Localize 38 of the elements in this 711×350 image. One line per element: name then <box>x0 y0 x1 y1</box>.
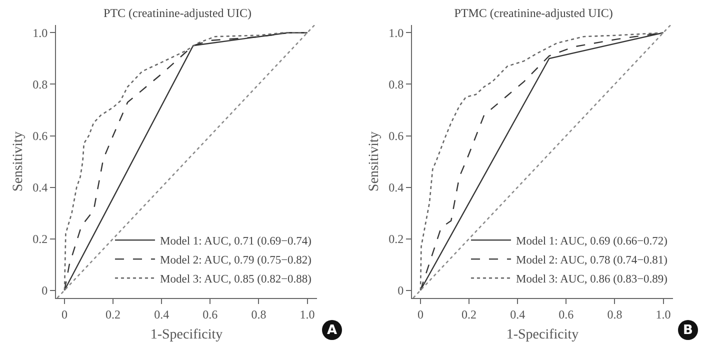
y-tick-label: 0 <box>398 283 404 298</box>
y-tick-label: 0.8 <box>388 77 404 92</box>
legend-label: Model 3: AUC, 0.86 (0.83−0.89) <box>516 274 668 286</box>
y-tick-label: 0 <box>42 283 48 298</box>
x-tick-label: 0.8 <box>607 307 622 322</box>
y-tick-label: 1.0 <box>32 26 48 40</box>
y-tick-label: 1.0 <box>388 26 404 40</box>
x-tick-label: 1.0 <box>656 307 671 322</box>
y-tick-label: 0.4 <box>32 180 48 194</box>
x-tick-label: 0.6 <box>202 307 218 322</box>
x-axis-title: 1-Specificity <box>506 328 579 343</box>
y-tick-label: 0.2 <box>388 232 404 246</box>
x-tick-label: 0 <box>418 307 424 322</box>
x-tick-label: 1.0 <box>300 307 315 322</box>
x-tick-label: 0.4 <box>510 307 526 322</box>
legend-label: Model 2: AUC, 0.79 (0.75−0.82) <box>160 254 312 267</box>
y-tick-label: 0.2 <box>32 232 48 246</box>
x-tick-label: 0.4 <box>154 307 170 322</box>
y-tick-label: 0.6 <box>388 128 404 143</box>
x-tick-label: 0.2 <box>106 307 121 322</box>
legend-label: Model 3: AUC, 0.85 (0.82−0.88) <box>160 274 312 286</box>
x-axis-title: 1-Specificity <box>150 328 223 343</box>
x-tick-label: 0.2 <box>462 307 477 322</box>
y-tick-label: 0.8 <box>32 77 48 92</box>
text: B <box>678 320 698 340</box>
legend-label: Model 2: AUC, 0.78 (0.74−0.81) <box>516 254 668 267</box>
x-tick-label: 0.6 <box>558 307 574 322</box>
y-tick-label: 0.6 <box>32 128 48 143</box>
y-axis-title: Sensitivity <box>11 132 26 192</box>
x-tick-label: 0.8 <box>251 307 266 322</box>
y-tick-label: 0.4 <box>388 180 404 194</box>
chart-title: PTMC (creatinine-adjusted UIC) <box>454 6 613 20</box>
legend-label: Model 1: AUC, 0.69 (0.66−0.72) <box>516 236 668 248</box>
chart-title: PTC (creatinine-adjusted UIC) <box>104 6 252 20</box>
x-tick-label: 0 <box>62 307 68 322</box>
y-axis-title: Sensitivity <box>367 132 382 192</box>
legend-label: Model 1: AUC, 0.71 (0.69−0.74) <box>160 236 312 248</box>
text: A <box>322 320 342 340</box>
